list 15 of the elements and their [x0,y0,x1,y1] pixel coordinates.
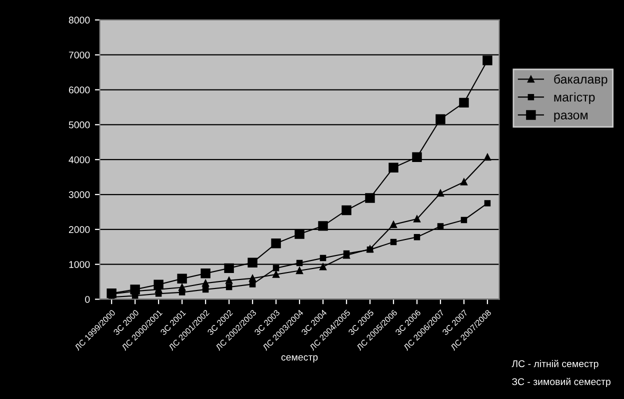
x-axis-title: семестр [281,355,318,363]
y-tick-label: 4000 [68,156,90,164]
y-tick-label: 2000 [68,226,90,234]
legend-label: разом [554,112,588,122]
y-tick-label: 0 [85,296,90,303]
y-tick-label: 3000 [68,191,90,198]
y-tick-label: 1000 [69,261,90,268]
y-tick-label: 6000 [68,86,90,94]
legend-label: магістр [554,92,595,104]
text: ЛС - літній семестр [512,360,598,370]
y-tick-label: 5000 [68,121,90,128]
y-tick-label: 8000 [68,16,90,24]
legend-label: бакалавр [554,74,608,86]
text: ЗС - зимовий семестр [512,378,610,388]
y-tick-label: 7000 [68,52,90,58]
